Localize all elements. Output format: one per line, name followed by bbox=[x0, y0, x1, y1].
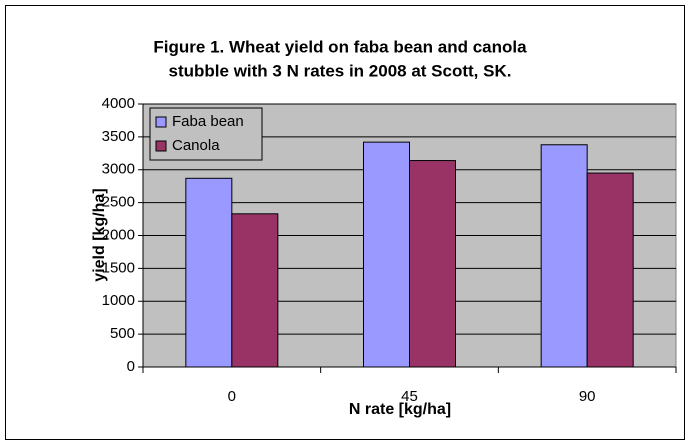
y-tick-label: 500 bbox=[110, 325, 135, 342]
y-axis-title: yield [kg/ha] bbox=[91, 188, 108, 281]
legend-swatch bbox=[155, 116, 167, 128]
bar bbox=[185, 177, 233, 368]
bar bbox=[540, 144, 588, 368]
legend-box bbox=[149, 107, 263, 161]
x-axis-title: N rate [kg/ha] bbox=[349, 401, 451, 418]
x-tick-label: 90 bbox=[579, 388, 596, 405]
y-tick-label: 1500 bbox=[102, 259, 135, 276]
bar bbox=[409, 160, 456, 368]
x-tick-label: 0 bbox=[228, 388, 236, 405]
y-tick-label: 1000 bbox=[102, 292, 135, 309]
chart-title: Figure 1. Wheat yield on faba bean and c… bbox=[153, 37, 527, 56]
legend-swatch bbox=[155, 140, 167, 152]
x-tick-label: 45 bbox=[401, 388, 418, 405]
y-tick-label: 2500 bbox=[102, 194, 135, 211]
bar bbox=[363, 141, 410, 368]
y-tick-label: 0 bbox=[127, 358, 135, 375]
y-tick-label: 2000 bbox=[102, 226, 135, 243]
legend-label: Faba bean bbox=[172, 113, 244, 130]
y-tick-label: 3000 bbox=[102, 161, 135, 178]
y-tick-label: 4000 bbox=[102, 95, 135, 112]
bar bbox=[231, 213, 279, 368]
legend-label: Canola bbox=[172, 137, 220, 154]
y-tick-label: 3500 bbox=[102, 128, 135, 145]
bar bbox=[586, 172, 634, 368]
chart-subtitle: stubble with 3 N rates in 2008 at Scott,… bbox=[169, 61, 512, 80]
